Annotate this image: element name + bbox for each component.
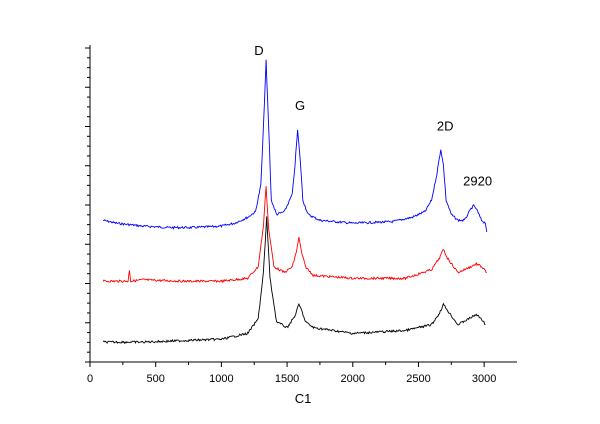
peak-label: G — [295, 98, 305, 113]
x-tick-label: 3000 — [472, 373, 496, 385]
x-tick-label: 2500 — [406, 373, 430, 385]
peak-label: 2920 — [463, 174, 492, 189]
x-ticks: 0 500 1000 1500 2000 2500 3000 — [87, 362, 496, 385]
axes — [89, 45, 517, 363]
x-tick-label: 1500 — [275, 373, 299, 385]
series-line-3 — [102, 216, 486, 345]
x-tick-label: 0 — [87, 373, 93, 385]
peak-label: D — [254, 43, 263, 58]
y-ticks — [85, 47, 90, 363]
x-tick-label: 1000 — [209, 373, 233, 385]
x-tick-label: 2000 — [341, 373, 365, 385]
series-layer — [102, 59, 488, 345]
peak-label: 2D — [437, 118, 454, 133]
annotation-layer: D G 2D 2920 — [254, 43, 492, 189]
x-axis-title: C1 — [295, 391, 312, 406]
x-tick-label: 500 — [147, 373, 165, 385]
series-line-1 — [102, 59, 488, 232]
series-line-2 — [102, 186, 487, 284]
